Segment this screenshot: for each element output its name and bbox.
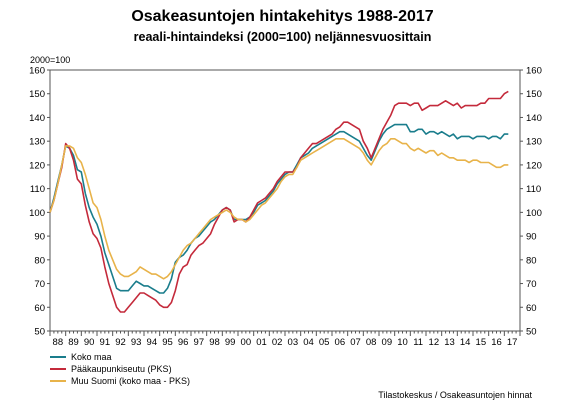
x-tick-label: 11	[413, 337, 423, 348]
series-line-0	[49, 123, 509, 294]
y-tick-label-right: 60	[526, 303, 537, 314]
legend-item-muu-suomi: Muu Suomi (koko maa - PKS)	[50, 375, 190, 387]
x-tick-label: 13	[444, 337, 455, 348]
legend-swatch-pks	[50, 368, 66, 370]
series-line-1	[49, 90, 509, 313]
y-tick-label-left: 110	[30, 184, 45, 195]
x-tick-label: 93	[131, 337, 142, 348]
x-tick-label: 95	[162, 337, 173, 348]
y-tick-label-right: 70	[526, 279, 537, 290]
x-tick-label: 15	[476, 337, 487, 348]
x-tick-label: 04	[303, 337, 314, 348]
x-tick-label: 06	[335, 337, 346, 348]
x-tick-label: 88	[53, 337, 64, 348]
y-tick-label-left: 120	[29, 160, 45, 171]
x-tick-label: 96	[178, 337, 189, 348]
y-tick-label-left: 90	[34, 232, 45, 243]
y-tick-label-left: 60	[34, 303, 45, 314]
y-tick-label-right: 50	[526, 327, 537, 338]
x-tick-label: 03	[288, 337, 299, 348]
chart-series	[49, 90, 509, 313]
y-tick-label-right: 160	[526, 66, 542, 77]
y-tick-label-left: 150	[29, 89, 45, 100]
x-tick-label: 00	[241, 337, 252, 348]
y-tick-label-left: 100	[29, 208, 45, 219]
y-tick-label-right: 140	[526, 113, 542, 124]
y-axis-unit-label: 2000=100	[30, 55, 71, 65]
y-tick-label-right: 120	[526, 160, 542, 171]
y-tick-label-left: 130	[29, 137, 45, 148]
x-tick-label: 94	[147, 337, 158, 348]
series-line-2	[49, 138, 509, 280]
legend-swatch-koko-maa	[50, 356, 66, 358]
x-tick-label: 97	[194, 337, 205, 348]
y-tick-label-right: 80	[526, 255, 537, 266]
x-tick-label: 92	[115, 337, 126, 348]
legend-item-pks: Pääkaupunkiseutu (PKS)	[50, 363, 190, 375]
x-tick-label: 10	[397, 337, 408, 348]
chart-legend: Koko maa Pääkaupunkiseutu (PKS) Muu Suom…	[50, 351, 190, 387]
x-tick-label: 12	[429, 337, 440, 348]
y-tick-label-right: 100	[526, 208, 542, 219]
legend-label-pks: Pääkaupunkiseutu (PKS)	[71, 364, 172, 374]
x-tick-label: 07	[350, 337, 361, 348]
legend-label-koko-maa: Koko maa	[71, 352, 112, 362]
x-tick-label: 90	[84, 337, 95, 348]
y-tick-label-right: 150	[526, 89, 542, 100]
x-tick-label: 16	[491, 337, 502, 348]
y-tick-label-left: 140	[29, 113, 45, 124]
chart-title: Osakeasuntojen hintakehitys 1988-2017	[131, 8, 434, 25]
chart-subtitle: reaali-hintaindeksi (2000=100) neljännes…	[133, 30, 432, 44]
y-tick-label-left: 50	[34, 327, 45, 338]
x-tick-label: 91	[100, 337, 111, 348]
x-tick-label: 17	[507, 337, 518, 348]
x-tick-label: 02	[272, 337, 283, 348]
y-tick-label-right: 90	[526, 232, 537, 243]
x-tick-label: 05	[319, 337, 330, 348]
x-tick-label: 14	[460, 337, 471, 348]
source-note: Tilastokeskus / Osakeasuntojen hinnat	[378, 390, 532, 400]
x-tick-label: 89	[68, 337, 79, 348]
x-tick-label: 98	[209, 337, 220, 348]
y-tick-label-left: 160	[29, 66, 45, 77]
legend-item-koko-maa: Koko maa	[50, 351, 190, 363]
x-tick-label: 01	[256, 337, 267, 348]
y-tick-label-right: 110	[526, 184, 541, 195]
y-tick-label-left: 80	[34, 255, 45, 266]
plot-frame	[49, 69, 521, 332]
y-tick-label-left: 70	[34, 279, 45, 290]
legend-label-muu-suomi: Muu Suomi (koko maa - PKS)	[71, 376, 191, 386]
y-tick-label-right: 130	[526, 137, 542, 148]
legend-swatch-muu-suomi	[50, 380, 66, 382]
x-tick-label: 09	[382, 337, 393, 348]
x-tick-label: 99	[225, 337, 236, 348]
x-tick-label: 08	[366, 337, 377, 348]
